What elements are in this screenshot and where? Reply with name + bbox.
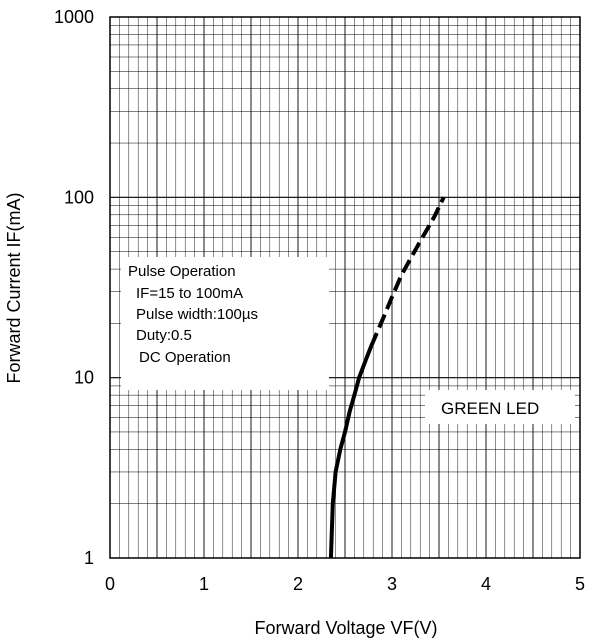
y-tick-labels: 1 10 100 1000 xyxy=(54,7,94,568)
y-tick-label: 1000 xyxy=(54,7,94,27)
y-tick-label: 100 xyxy=(64,187,94,207)
legend-line-1: Pulse Operation xyxy=(128,263,236,280)
x-tick-label: 3 xyxy=(387,574,397,594)
series-curves xyxy=(328,196,446,559)
series-label: GREEN LED xyxy=(441,399,539,418)
y-tick-label: 10 xyxy=(74,368,94,388)
x-tick-label: 1 xyxy=(199,574,209,594)
legend-box xyxy=(121,257,329,390)
x-tick-labels: 0 1 2 3 4 5 xyxy=(105,574,585,594)
y-tick-label: 1 xyxy=(84,548,94,568)
y-axis-title: Forward Current IF(mA) xyxy=(4,192,24,383)
legend-line-3: Pulse width:100µs xyxy=(136,306,258,323)
x-axis-title: Forward Voltage VF(V) xyxy=(254,618,437,638)
legend-line-4: Duty:0.5 xyxy=(136,327,192,344)
x-tick-label: 0 xyxy=(105,574,115,594)
legend-line-5: DC Operation xyxy=(139,349,231,366)
x-tick-label: 2 xyxy=(293,574,303,594)
legend-line-2: IF=15 to 100mA xyxy=(136,285,243,302)
series-label-box xyxy=(425,390,575,424)
pulse-operation-curve xyxy=(369,196,446,347)
dc-operation-curve xyxy=(328,345,374,559)
x-tick-label: 5 xyxy=(575,574,585,594)
x-tick-label: 4 xyxy=(481,574,491,594)
plot-frame xyxy=(109,16,581,559)
